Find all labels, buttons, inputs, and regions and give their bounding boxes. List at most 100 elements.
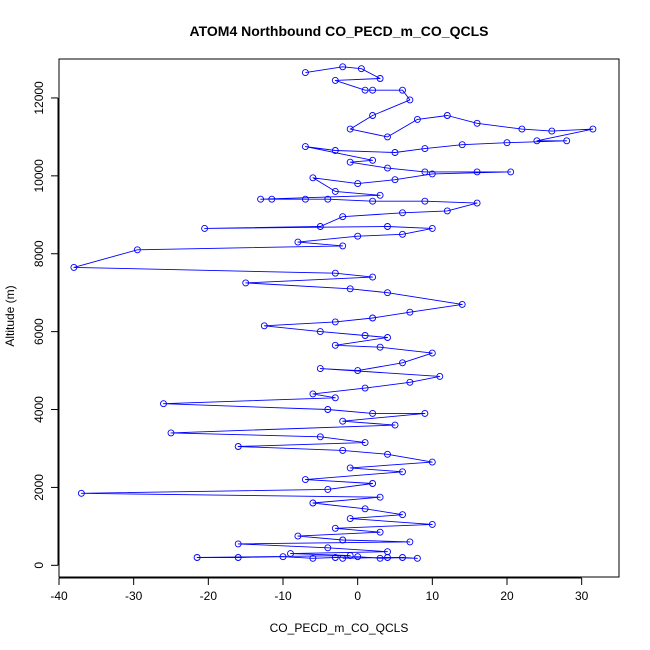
data-point xyxy=(473,119,481,127)
data-point xyxy=(339,536,347,544)
data-point xyxy=(458,141,466,149)
data-point xyxy=(301,143,309,151)
data-point xyxy=(384,223,391,230)
data-point xyxy=(316,223,324,230)
data-point xyxy=(369,409,377,417)
data-point xyxy=(376,343,384,351)
data-point xyxy=(384,450,391,458)
data-point xyxy=(399,86,406,94)
data-point xyxy=(257,195,265,203)
chart-title: ATOM4 Northbound CO_PECD_m_CO_QCLS xyxy=(190,23,489,39)
x-tick-label: 0 xyxy=(354,589,361,603)
y-tick-label: 12000 xyxy=(32,81,46,115)
data-point xyxy=(503,139,511,147)
x-axis: -40 -30 -20 -10 0 10 20 30 xyxy=(50,577,589,603)
data-point xyxy=(361,86,369,94)
data-point xyxy=(331,394,339,402)
y-tick-label: 6000 xyxy=(32,318,46,345)
data-point xyxy=(369,86,377,94)
data-point xyxy=(339,242,347,250)
x-axis-label: CO_PECD_m_CO_QCLS xyxy=(270,621,409,635)
data-point xyxy=(279,553,287,561)
data-point xyxy=(361,332,369,339)
y-tick-label: 8000 xyxy=(32,240,46,267)
data-point xyxy=(384,289,391,297)
data-point xyxy=(399,468,406,476)
data-point xyxy=(346,552,354,560)
data-point xyxy=(428,458,436,466)
data-point xyxy=(384,133,391,141)
data-point xyxy=(346,158,354,166)
data-point xyxy=(339,213,347,221)
data-point xyxy=(376,528,384,536)
data-point xyxy=(301,195,309,203)
data-point xyxy=(201,224,209,232)
data-point xyxy=(339,554,347,562)
data-point xyxy=(346,285,354,293)
data-point xyxy=(507,168,515,176)
data-point xyxy=(384,164,391,172)
data-point xyxy=(406,308,414,316)
data-point xyxy=(369,112,377,119)
data-point xyxy=(428,349,436,357)
data-point xyxy=(242,279,250,287)
data-point xyxy=(421,409,429,417)
data-point xyxy=(301,69,309,77)
data-point xyxy=(234,554,242,561)
data-point xyxy=(376,493,384,501)
data-point xyxy=(309,174,317,182)
data-point xyxy=(399,359,406,367)
data-point xyxy=(160,400,167,408)
data-point xyxy=(518,125,526,133)
data-point xyxy=(458,300,466,308)
y-tick-label: 0 xyxy=(32,562,46,569)
data-point xyxy=(268,195,276,203)
data-point xyxy=(533,137,541,145)
y-tick-label: 10000 xyxy=(32,159,46,193)
data-point xyxy=(133,246,141,254)
data-point xyxy=(316,365,324,373)
x-tick-label: -40 xyxy=(50,589,68,603)
data-point xyxy=(548,127,556,135)
data-point xyxy=(589,125,597,133)
data-point xyxy=(316,328,324,336)
data-point xyxy=(324,406,332,413)
data-point xyxy=(391,149,399,156)
data-point xyxy=(309,499,317,507)
data-point xyxy=(331,524,339,532)
data-point xyxy=(413,554,421,562)
series-line xyxy=(73,66,594,559)
x-tick-label: 20 xyxy=(500,589,514,603)
data-point xyxy=(331,187,339,195)
data-point xyxy=(309,390,317,398)
data-point xyxy=(563,137,571,145)
data-point xyxy=(234,443,242,450)
data-point xyxy=(421,197,429,205)
data-point xyxy=(369,273,377,281)
data-point xyxy=(354,553,362,561)
data-point xyxy=(354,232,362,240)
data-point xyxy=(428,224,436,232)
data-point xyxy=(287,550,294,558)
data-point xyxy=(421,145,429,153)
data-point xyxy=(331,554,339,561)
y-axis-label: Altitude (m) xyxy=(3,285,17,346)
x-tick-label: -30 xyxy=(125,589,143,603)
data-point xyxy=(361,505,369,513)
data-point xyxy=(384,554,391,561)
data-point xyxy=(399,511,406,519)
data-point xyxy=(339,417,347,425)
y-tick-label: 4000 xyxy=(32,396,46,423)
data-point xyxy=(376,191,384,199)
data-point xyxy=(369,314,377,322)
data-point xyxy=(354,180,362,188)
data-point xyxy=(421,168,429,176)
data-point xyxy=(324,544,332,552)
data-point xyxy=(331,341,339,349)
data-point xyxy=(428,520,436,528)
data-point xyxy=(376,554,384,562)
data-point xyxy=(324,485,332,493)
data-point xyxy=(399,209,406,217)
data-point xyxy=(436,372,444,380)
